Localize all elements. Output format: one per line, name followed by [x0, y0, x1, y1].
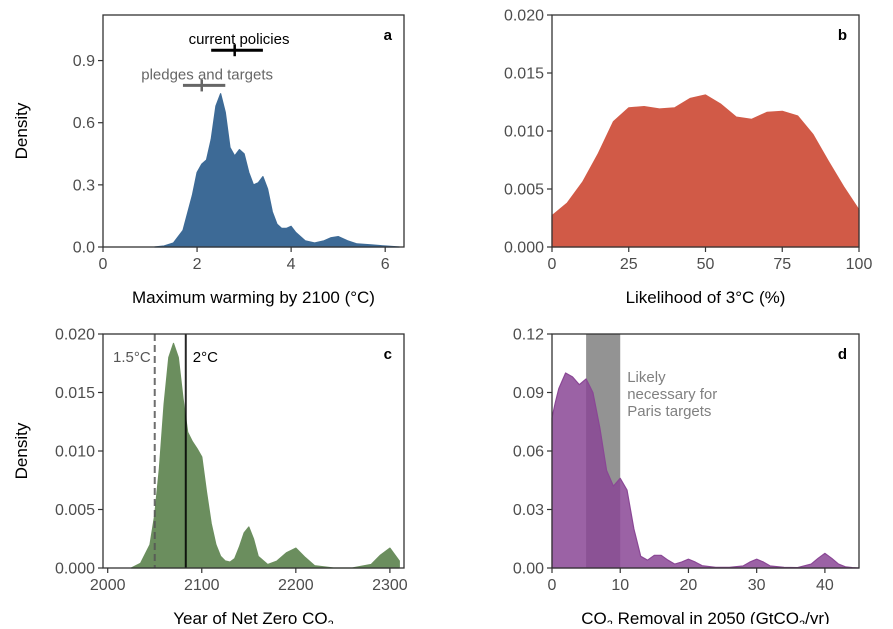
y-axis-label: Density: [12, 422, 31, 479]
y-tick-label: 0.005: [55, 502, 95, 519]
y-tick-label: 0.005: [504, 182, 544, 199]
y-tick-label: 0.000: [55, 561, 95, 578]
panel-a: current policies pledges and targets 0 2 4 6 0…: [12, 14, 405, 307]
x-tick-label: 100: [846, 256, 873, 273]
band-label-line: Likely: [627, 369, 666, 386]
y-tick-label: 0.06: [513, 444, 544, 461]
y-tick-label: 0.010: [55, 444, 95, 461]
y-tick-label: 0.010: [504, 124, 544, 141]
x-axis-label-subscript: 2: [328, 619, 334, 624]
x-axis-label: CO2 Removal in 2050 (GtCO2/yr): [581, 609, 829, 624]
panel-letter: d: [838, 346, 847, 363]
x-tick-label: 75: [773, 256, 791, 273]
vline-label-1p5c: 1.5°C: [113, 349, 151, 366]
x-axis-label-part: /yr): [805, 609, 830, 624]
range-label-pledges: pledges and targets: [141, 66, 273, 83]
y-tick-label: 0.09: [513, 385, 544, 402]
density-area-c: [130, 342, 400, 569]
vline-label-2c: 2°C: [193, 349, 218, 366]
y-tick-label: 0.03: [513, 502, 544, 519]
panel-letter: b: [838, 27, 847, 44]
x-axis-label-part: CO: [581, 609, 607, 624]
x-axis-label-main: Likelihood of 3°C (%): [626, 288, 786, 307]
y-tick-label: 0.0: [73, 240, 95, 257]
band-label-line: Paris targets: [627, 403, 711, 420]
x-tick-label: 50: [697, 256, 715, 273]
panel-letter: a: [384, 27, 393, 44]
x-tick-label: 2: [193, 256, 202, 273]
y-tick-label: 0.12: [513, 327, 544, 344]
x-tick-label: 30: [748, 577, 766, 594]
x-axis-label: Year of Net Zero CO2: [173, 609, 333, 624]
density-area-a: [154, 93, 400, 248]
x-tick-label: 2000: [90, 577, 126, 594]
y-tick-label: 0.015: [504, 66, 544, 83]
y-tick-label: 0.000: [504, 240, 544, 257]
density-area-d: [551, 372, 860, 569]
x-tick-label: 4: [287, 256, 296, 273]
x-tick-label: 0: [548, 577, 557, 594]
y-tick-label: 0.00: [513, 561, 544, 578]
x-tick-label: 2300: [372, 577, 408, 594]
x-axis-label: Likelihood of 3°C (%): [626, 288, 786, 307]
y-tick-label: 0.6: [73, 115, 95, 132]
x-axis-label-main: Year of Net Zero CO: [173, 609, 327, 624]
band-label-line: necessary for: [627, 386, 717, 403]
panel-b: 0 25 50 75 100 0.000 0.005 0.010 0.015 0.020 Likel…: [504, 8, 872, 308]
x-axis-label-main: Maximum warming by 2100 (°C): [132, 288, 375, 307]
y-tick-label: 0.020: [55, 327, 95, 344]
x-tick-label: 40: [816, 577, 834, 594]
y-tick-label: 0.020: [504, 8, 544, 25]
x-tick-label: 6: [381, 256, 390, 273]
y-tick-label: 0.015: [55, 385, 95, 402]
panel-frame-a: [102, 14, 405, 248]
y-tick-label: 0.9: [73, 53, 95, 70]
panel-c: 1.5°C 2°C 2000 2100 2200 2300 0.000 0.005 0.010 0…: [12, 327, 408, 629]
density-area-b: [551, 94, 860, 248]
panel-frame-c: [102, 333, 405, 569]
x-tick-label: 10: [611, 577, 629, 594]
x-tick-label: 20: [680, 577, 698, 594]
panel-letter: c: [384, 346, 392, 363]
x-axis-label: Maximum warming by 2100 (°C): [132, 288, 375, 307]
y-tick-label: 0.3: [73, 177, 95, 194]
x-tick-label: 0: [548, 256, 557, 273]
x-tick-label: 0: [99, 256, 108, 273]
x-tick-label: 25: [620, 256, 638, 273]
range-label-current-policies: current policies: [189, 31, 290, 48]
y-axis-label: Density: [12, 102, 31, 159]
x-tick-label: 2100: [184, 577, 220, 594]
x-axis-label-part: Removal in 2050 (GtCO: [613, 609, 799, 624]
x-tick-label: 2200: [278, 577, 314, 594]
